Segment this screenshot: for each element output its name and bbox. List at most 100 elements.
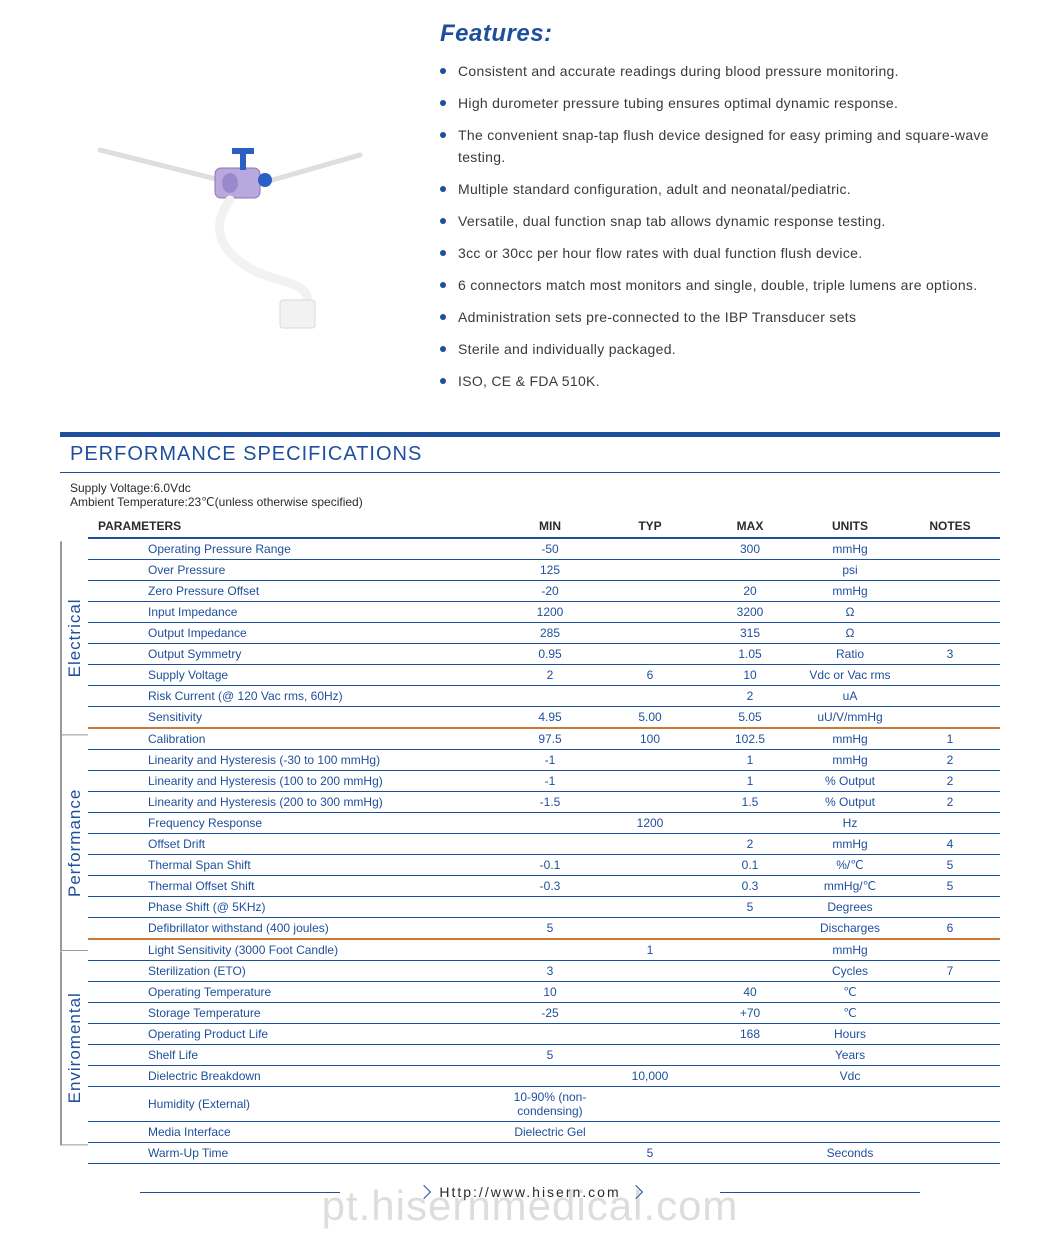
cell-units: Ω xyxy=(800,623,900,644)
cell-units: Degrees xyxy=(800,897,900,918)
table-row: Supply Voltage2610Vdc or Vac rms xyxy=(88,665,1000,686)
feature-item: High durometer pressure tubing ensures o… xyxy=(440,92,1000,114)
spec-condition-line: Supply Voltage:6.0Vdc xyxy=(70,481,1000,495)
table-row: Dielectric Breakdown10,000Vdc xyxy=(88,1066,1000,1087)
cell-typ: 5.00 xyxy=(600,707,700,729)
param: Operating Pressure Range xyxy=(88,538,500,560)
cell-min: -50 xyxy=(500,538,600,560)
param: Sensitivity xyxy=(88,707,500,729)
feature-item: ISO, CE & FDA 510K. xyxy=(440,370,1000,392)
cell-notes xyxy=(900,707,1000,729)
cell-units: Hz xyxy=(800,813,900,834)
cell-units: Vdc xyxy=(800,1066,900,1087)
cell-units: % Output xyxy=(800,792,900,813)
cell-max: 315 xyxy=(700,623,800,644)
cell-typ: 10,000 xyxy=(600,1066,700,1087)
cell-max: 1.5 xyxy=(700,792,800,813)
cell-min xyxy=(500,1143,600,1164)
cell-min: 4.95 xyxy=(500,707,600,729)
col-notes: NOTES xyxy=(900,515,1000,538)
cell-min: 5 xyxy=(500,1045,600,1066)
product-image xyxy=(60,20,400,360)
cell-typ xyxy=(600,918,700,940)
cell-max: 5.05 xyxy=(700,707,800,729)
feature-item: Consistent and accurate readings during … xyxy=(440,60,1000,82)
top-section: Features: Consistent and accurate readin… xyxy=(60,20,1000,402)
cell-typ: 1200 xyxy=(600,813,700,834)
cell-max: 1 xyxy=(700,750,800,771)
spec-table: PARAMETERS MIN TYP MAX UNITS NOTES Opera… xyxy=(88,515,1000,1164)
cell-notes xyxy=(900,686,1000,707)
cell-notes xyxy=(900,1066,1000,1087)
category-label: Performance xyxy=(60,735,88,951)
cell-notes: 6 xyxy=(900,918,1000,940)
cell-typ xyxy=(600,602,700,623)
cell-notes: 5 xyxy=(900,855,1000,876)
cell-min xyxy=(500,1024,600,1045)
cell-min: -0.3 xyxy=(500,876,600,897)
arrow-icon xyxy=(417,1185,431,1199)
arrow-icon xyxy=(628,1185,642,1199)
table-row: Sterilization (ETO)3Cycles7 xyxy=(88,961,1000,982)
cell-typ: 100 xyxy=(600,728,700,750)
cell-units: ℃ xyxy=(800,1003,900,1024)
col-typ: TYP xyxy=(600,515,700,538)
feature-item: 6 connectors match most monitors and sin… xyxy=(440,274,1000,296)
cell-units: Cycles xyxy=(800,961,900,982)
cell-typ xyxy=(600,961,700,982)
cell-typ: 5 xyxy=(600,1143,700,1164)
cell-min: -20 xyxy=(500,581,600,602)
cell-typ xyxy=(600,982,700,1003)
param: Zero Pressure Offset xyxy=(88,581,500,602)
cell-notes: 4 xyxy=(900,834,1000,855)
cell-min: Dielectric Gel xyxy=(500,1122,600,1143)
table-row: Shelf Life5Years xyxy=(88,1045,1000,1066)
col-units: UNITS xyxy=(800,515,900,538)
cell-max xyxy=(700,560,800,581)
cell-typ xyxy=(600,686,700,707)
table-row: Output Symmetry0.951.05Ratio3 xyxy=(88,644,1000,665)
cell-min: -0.1 xyxy=(500,855,600,876)
cell-notes xyxy=(900,1143,1000,1164)
cell-notes xyxy=(900,1045,1000,1066)
features-list: Consistent and accurate readings during … xyxy=(440,60,1000,392)
cell-min: 125 xyxy=(500,560,600,581)
feature-item: Versatile, dual function snap tab allows… xyxy=(440,210,1000,232)
param: Humidity (External) xyxy=(88,1087,500,1122)
cell-max: 40 xyxy=(700,982,800,1003)
cell-notes: 1 xyxy=(900,728,1000,750)
col-parameters: PARAMETERS xyxy=(88,515,500,538)
table-row: Offset Drift2mmHg4 xyxy=(88,834,1000,855)
param: Defibrillator withstand (400 joules) xyxy=(88,918,500,940)
cell-min: 3 xyxy=(500,961,600,982)
table-row: Warm-Up Time5Seconds xyxy=(88,1143,1000,1164)
cell-typ xyxy=(600,1024,700,1045)
cell-max: 2 xyxy=(700,834,800,855)
cell-units: uA xyxy=(800,686,900,707)
param: Thermal Span Shift xyxy=(88,855,500,876)
table-row: Thermal Span Shift-0.10.1%/℃5 xyxy=(88,855,1000,876)
cell-max: 1.05 xyxy=(700,644,800,665)
table-row: Sensitivity4.955.005.05uU/V/mmHg xyxy=(88,707,1000,729)
cell-max xyxy=(700,961,800,982)
cell-min: 0.95 xyxy=(500,644,600,665)
cell-min: 285 xyxy=(500,623,600,644)
param: Supply Voltage xyxy=(88,665,500,686)
col-min: MIN xyxy=(500,515,600,538)
cell-min: 10-90% (non-condensing) xyxy=(500,1087,600,1122)
param: Storage Temperature xyxy=(88,1003,500,1024)
cell-notes: 2 xyxy=(900,792,1000,813)
table-row: Output Impedance285315Ω xyxy=(88,623,1000,644)
footer-url: Http://www.hisern.com xyxy=(439,1184,620,1200)
cell-notes: 3 xyxy=(900,644,1000,665)
cell-max: 10 xyxy=(700,665,800,686)
table-row: Operating Product Life168Hours xyxy=(88,1024,1000,1045)
cell-max: 3200 xyxy=(700,602,800,623)
param: Phase Shift (@ 5KHz) xyxy=(88,897,500,918)
cell-max xyxy=(700,1045,800,1066)
cell-notes xyxy=(900,1024,1000,1045)
cell-units: %/℃ xyxy=(800,855,900,876)
cell-max xyxy=(700,1066,800,1087)
transducer-icon xyxy=(80,40,380,340)
cell-max xyxy=(700,1087,800,1122)
